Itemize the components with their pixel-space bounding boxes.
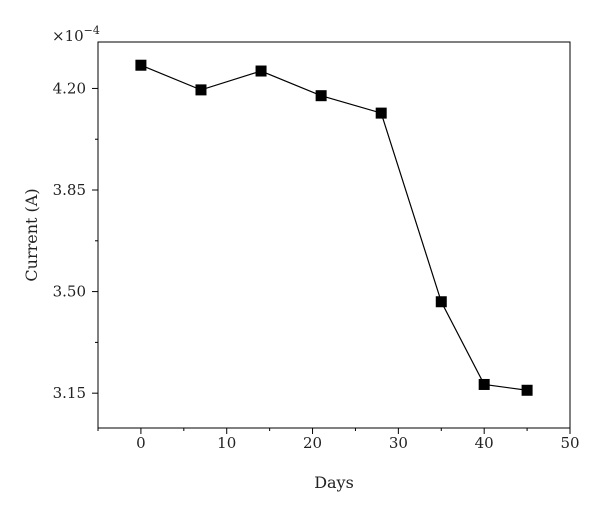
x-tick-label: 30 — [389, 434, 408, 452]
plot-frame — [97, 41, 571, 429]
y-axis-multiplier-exponent: −4 — [84, 24, 100, 37]
y-tick-label: 3.85 — [53, 181, 86, 199]
data-point — [195, 84, 207, 96]
y-axis-label: Current (A) — [22, 188, 41, 281]
y-tick-label: 4.20 — [53, 79, 86, 97]
data-point — [375, 107, 387, 119]
data-point — [478, 378, 490, 390]
y-tick-label: 3.50 — [53, 283, 86, 301]
y-axis-multiplier-base: ×10 — [52, 27, 84, 45]
x-tick-label: 0 — [136, 434, 146, 452]
series-line — [140, 64, 528, 391]
y-axis-ticks: 3.15 3.50 3.85 4.20 — [53, 79, 98, 402]
x-axis-ticks: 0 10 20 30 40 50 — [97, 428, 580, 452]
data-point — [435, 296, 447, 308]
x-tick-label: 20 — [303, 434, 322, 452]
series-group — [135, 59, 533, 396]
y-tick-label: 3.15 — [53, 384, 86, 402]
x-axis-label: Days — [314, 473, 354, 492]
y-axis-multiplier: ×10−4 — [52, 24, 100, 45]
data-point — [315, 90, 327, 102]
x-tick-label: 10 — [217, 434, 236, 452]
x-tick-label: 40 — [475, 434, 494, 452]
x-tick-label: 50 — [560, 434, 579, 452]
data-point — [135, 59, 147, 71]
data-point — [255, 65, 267, 77]
data-point — [521, 384, 533, 396]
